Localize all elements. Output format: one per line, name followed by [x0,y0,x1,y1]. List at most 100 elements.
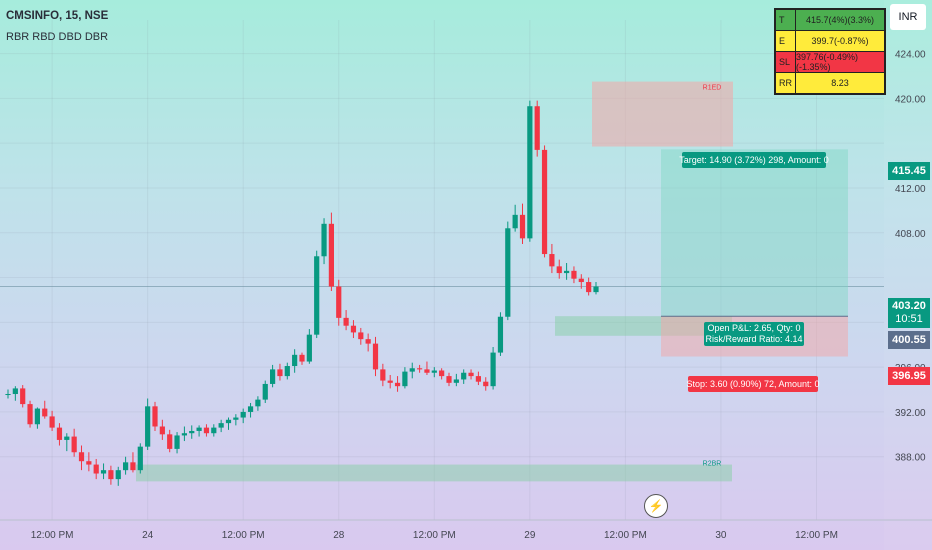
price-axis[interactable] [884,0,932,550]
candle-body[interactable] [564,270,570,274]
candle-body[interactable] [299,354,305,362]
candle-body[interactable] [27,404,33,425]
candle-body[interactable] [211,427,217,434]
candle-body[interactable] [34,408,40,425]
candle-body[interactable] [270,369,276,384]
candle-body[interactable] [365,339,371,344]
candle-body[interactable] [56,427,63,440]
candle-body[interactable] [115,470,121,480]
candle-body[interactable] [277,369,283,377]
candle-body[interactable] [380,369,386,381]
candle-body[interactable] [20,388,26,405]
candle-body[interactable] [483,381,489,387]
candle-body[interactable] [247,406,254,412]
candle-body[interactable] [196,427,202,431]
candle-body[interactable] [431,370,437,373]
open-pl-tag[interactable]: Open P&L: 2.65, Qty: 0 Risk/Reward Ratio… [704,322,804,346]
y-tick-label: 420.00 [895,94,926,105]
candle-body[interactable] [203,427,210,434]
candle-body[interactable] [262,383,268,400]
candle-body[interactable] [167,434,173,449]
candle-body[interactable] [130,462,136,471]
candle-body[interactable] [417,368,423,370]
candle-body[interactable] [586,282,592,293]
candle-body[interactable] [137,446,143,471]
candle-body[interactable] [225,419,232,424]
candle-body[interactable] [358,332,364,340]
candle-body[interactable] [593,286,599,293]
candle-body[interactable] [468,372,474,377]
candle-body[interactable] [93,464,99,474]
currency-button[interactable]: INR [890,4,926,30]
candle-body[interactable] [534,106,540,150]
candle-body[interactable] [233,417,239,420]
y-tick-label: 424.00 [895,50,926,61]
x-tick-label: 28 [333,530,345,541]
candle-body[interactable] [292,354,298,367]
candle-body[interactable] [541,149,548,255]
candle-body[interactable] [108,470,114,480]
candle-body[interactable] [181,433,187,436]
panel-value: 415.7(4%)(3.3%) [795,10,884,30]
candle-body[interactable] [446,376,452,383]
candle-body[interactable] [512,214,518,229]
zone-label: R1ED [703,85,722,92]
candle-body[interactable] [394,382,401,387]
candle-body[interactable] [328,223,334,287]
candle-body[interactable] [578,278,584,283]
stop-tag[interactable]: Stop: 3.60 (0.90%) 72, Amount: 0 [686,376,820,392]
candle-body[interactable] [461,372,467,380]
candle-body[interactable] [402,371,408,387]
candle-body[interactable] [49,416,55,428]
candle-body[interactable] [556,266,562,274]
candle-body[interactable] [284,366,290,377]
candle-body[interactable] [409,368,415,372]
candle-body[interactable] [189,430,195,434]
lightning-icon[interactable]: ⚡ [644,494,668,518]
candle-body[interactable] [152,406,158,427]
candle-body[interactable] [218,423,224,428]
candle-body[interactable] [453,379,459,383]
candle-body[interactable] [255,399,261,407]
candle-body[interactable] [519,214,526,239]
candle-body[interactable] [86,461,92,465]
candle-body[interactable] [424,369,430,373]
candle-body[interactable] [321,223,327,257]
candle-body[interactable] [174,435,180,449]
candle-body[interactable] [336,286,342,318]
demand-zone[interactable] [136,464,732,482]
candle-body[interactable] [350,325,357,333]
candle-body[interactable] [306,334,312,362]
candle-body[interactable] [505,228,511,317]
indicator-label[interactable]: RBR RBD DBD DBR [6,31,109,43]
candle-body[interactable] [490,352,496,387]
x-tick-label: 12:00 PM [604,530,647,541]
candle-body[interactable] [240,411,246,418]
candle-body[interactable] [64,436,70,440]
candle-body[interactable] [475,376,481,382]
candle-body[interactable] [123,462,129,471]
candle-body[interactable] [78,452,85,462]
candle-body[interactable] [439,370,445,377]
candle-body[interactable] [145,406,151,447]
candle-body[interactable] [71,436,77,453]
target-tag[interactable]: Target: 14.90 (3.72%) 298, Amount: 0 [679,152,829,168]
candle-body[interactable] [387,380,393,383]
supply-zone[interactable] [592,81,733,147]
candle-body[interactable] [527,106,533,239]
candle-body[interactable] [5,394,11,396]
candle-body[interactable] [159,426,165,435]
candle-body[interactable] [549,254,555,267]
y-tick-label: 388.00 [895,453,926,464]
candle-body[interactable] [314,256,320,335]
candle-body[interactable] [497,316,504,353]
candle-body[interactable] [12,388,18,395]
candle-body[interactable] [42,408,48,417]
symbol-title[interactable]: CMSINFO, 15, NSE [6,10,109,22]
candle-body[interactable] [372,343,379,370]
candle-body[interactable] [571,270,577,279]
candle-body[interactable] [100,470,107,474]
target-area[interactable] [661,149,848,317]
candle-body[interactable] [343,317,349,326]
